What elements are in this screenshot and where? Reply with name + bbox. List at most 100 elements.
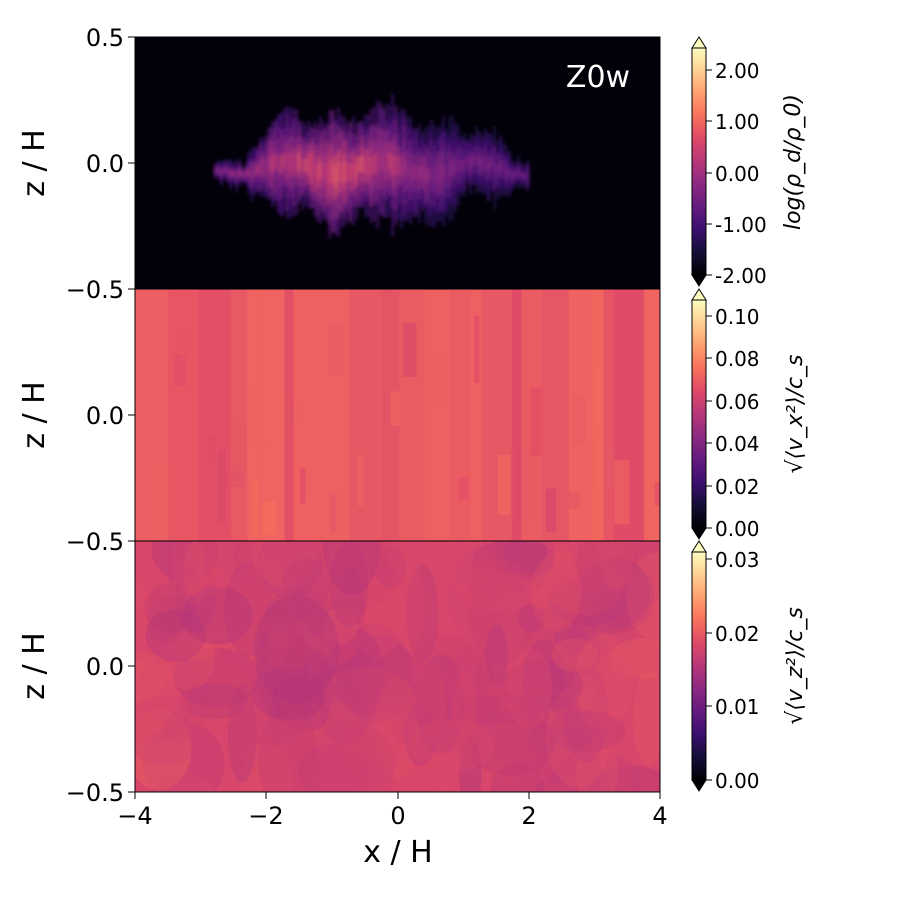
vx-band [644,289,660,541]
dust-column [477,157,482,167]
vx-band [449,289,472,541]
vz-blob [577,754,640,792]
dust-column [273,152,278,170]
vz-blob [193,541,223,586]
vz-blob [574,558,655,634]
xtick-label: 2 [521,802,536,830]
vz-blob [256,617,310,722]
panel1-annotation: Z0w [566,60,630,95]
xtick-label: 0 [390,802,405,830]
colorbar1-extend-top [691,36,707,49]
dust-column [297,153,302,170]
vz-blob [227,683,257,784]
vz-blob [368,700,419,764]
vz-blob [554,622,588,654]
dust-column [486,162,491,173]
vx-patch [568,491,581,509]
dust-column [495,164,500,175]
vx-patch [208,434,216,465]
vx-band [603,289,615,541]
vz-blob [248,661,279,703]
vz-blob [144,582,196,633]
vz-blob [578,658,645,741]
colorbar3-tick-label: 0.02 [715,622,760,646]
vz-blob [477,646,503,719]
vx-band [198,289,232,541]
vx-patch [252,479,260,537]
vz-blob [135,649,178,738]
vx-patch [545,488,557,532]
vx-bands [135,289,660,541]
dust-column [453,160,458,174]
vz-blob [593,568,650,610]
dust-column [432,166,437,186]
dust-column [405,163,410,177]
xaxis-label: x / H [363,835,433,870]
dust-column [243,172,248,177]
vz-blob [236,694,269,725]
dust-column [324,163,329,182]
dust-column [384,150,389,172]
vz-blob [183,541,206,606]
colorbar1-label: log(ρ_d/ρ_0) [781,94,806,230]
vx-patch [571,394,586,444]
dust-column [426,168,431,183]
dust-column [390,154,395,177]
vz-blob [146,595,199,644]
vz-blob [281,558,331,612]
colorbar3-tick-label: 0.00 [715,769,760,793]
vz-blob [522,638,565,733]
vz-blob [165,661,254,728]
vz-blob [460,573,537,612]
vz-blob [388,638,410,680]
vz-blob [588,766,660,792]
vz-blob [268,616,316,695]
vz-blob [540,754,576,784]
vz-blob [272,677,323,722]
dust-column [309,159,314,176]
dust-column [234,173,239,180]
vz-blob [284,541,334,632]
vz-blob [162,712,193,744]
xtick-label: 4 [652,802,667,830]
vz-blob [257,541,323,599]
dust-column [378,149,383,169]
vx-patch [474,315,480,383]
dust-column [417,167,422,181]
vz-blob [472,541,556,580]
vz-blob [551,573,637,673]
vx-patch [530,387,542,457]
dust-column [249,170,254,179]
vx-band [293,289,325,541]
vz-blob [233,541,260,593]
vz-blob [481,699,567,786]
dust-column [519,172,524,178]
vx-band [257,289,286,541]
dust-column [471,155,476,165]
panel2-yaxis: 0.0 −0.5 [66,402,135,556]
dust-column [267,156,272,170]
colorbar1-body [691,47,707,276]
vz-blob [374,677,421,780]
vz-blob [552,557,623,616]
vz-blob [526,698,550,743]
dust-column [339,162,344,181]
vx-band [349,289,383,541]
vz-blob [170,541,234,598]
vx-patch [286,395,291,442]
dust-column [513,172,518,177]
vz-blob [454,706,514,767]
dust-column [291,153,296,172]
dust-column [510,172,515,179]
vz-blob [322,541,381,595]
vz-blobs [135,541,660,792]
vz-blob [342,541,408,614]
dust-column [327,163,332,186]
panel1-ytick-label: −0.5 [66,276,124,304]
panel3-ytick-label: −0.5 [66,779,124,807]
vz-blob [281,674,308,750]
vz-blob [253,595,340,704]
vz-blob [500,659,584,712]
panel3-yaxis: 0.0 −0.5 [66,653,135,807]
dust-column [342,161,347,183]
